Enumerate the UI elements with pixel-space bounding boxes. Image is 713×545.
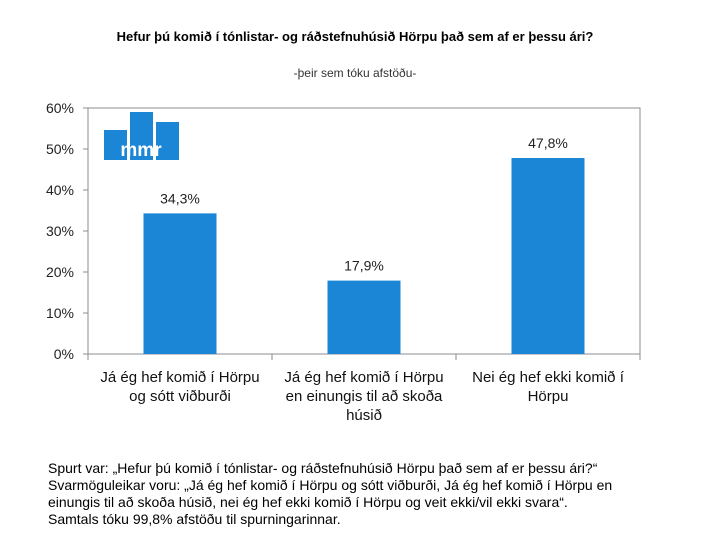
data-label: 47,8% [528, 135, 568, 151]
chart-subtitle: -þeir sem tóku afstöðu- [293, 66, 417, 80]
footnote: Spurt var: „Hefur þú komið í tónlistar- … [48, 460, 708, 528]
bar [143, 213, 217, 354]
bar-chart: 0% 10% 20% 30% 40% 50% 60% 34,3% 17,9% 47,8% [46, 100, 641, 362]
bar [511, 158, 585, 354]
x-category-label: Já ég hef komið í Hörpu og sótt viðburði [100, 369, 260, 405]
mmr-logo: mmr [104, 112, 179, 161]
bar [327, 280, 401, 354]
y-tick-label: 60% [46, 100, 74, 116]
y-tick-label: 40% [46, 182, 74, 198]
data-label: 34,3% [160, 190, 200, 206]
y-tick-label: 20% [46, 264, 74, 280]
y-tick-label: 30% [46, 223, 74, 239]
footnote-line: Spurt var: „Hefur þú komið í tónlistar- … [48, 460, 598, 476]
y-tick-label: 50% [46, 141, 74, 157]
y-tick-label: 10% [46, 305, 74, 321]
logo-text: mmr [120, 140, 162, 161]
data-label: 17,9% [344, 258, 384, 274]
footnote-line: Svarmöguleikar voru: „Já ég hef komið í … [48, 477, 613, 493]
footnote-line: Samtals tóku 99,8% afstöðu til spurninga… [48, 511, 341, 527]
chart-title: Hefur þú komið í tónlistar- og ráðstefnu… [116, 29, 594, 44]
x-category-label: Nei ég hef ekki komið í Hörpu [472, 369, 624, 405]
y-tick-label: 0% [54, 346, 74, 362]
footnote-line: einungis til að skoða húsið, nei ég hef … [48, 494, 568, 510]
x-category-label: Já ég hef komið í Hörpu en einungis til … [284, 369, 444, 424]
